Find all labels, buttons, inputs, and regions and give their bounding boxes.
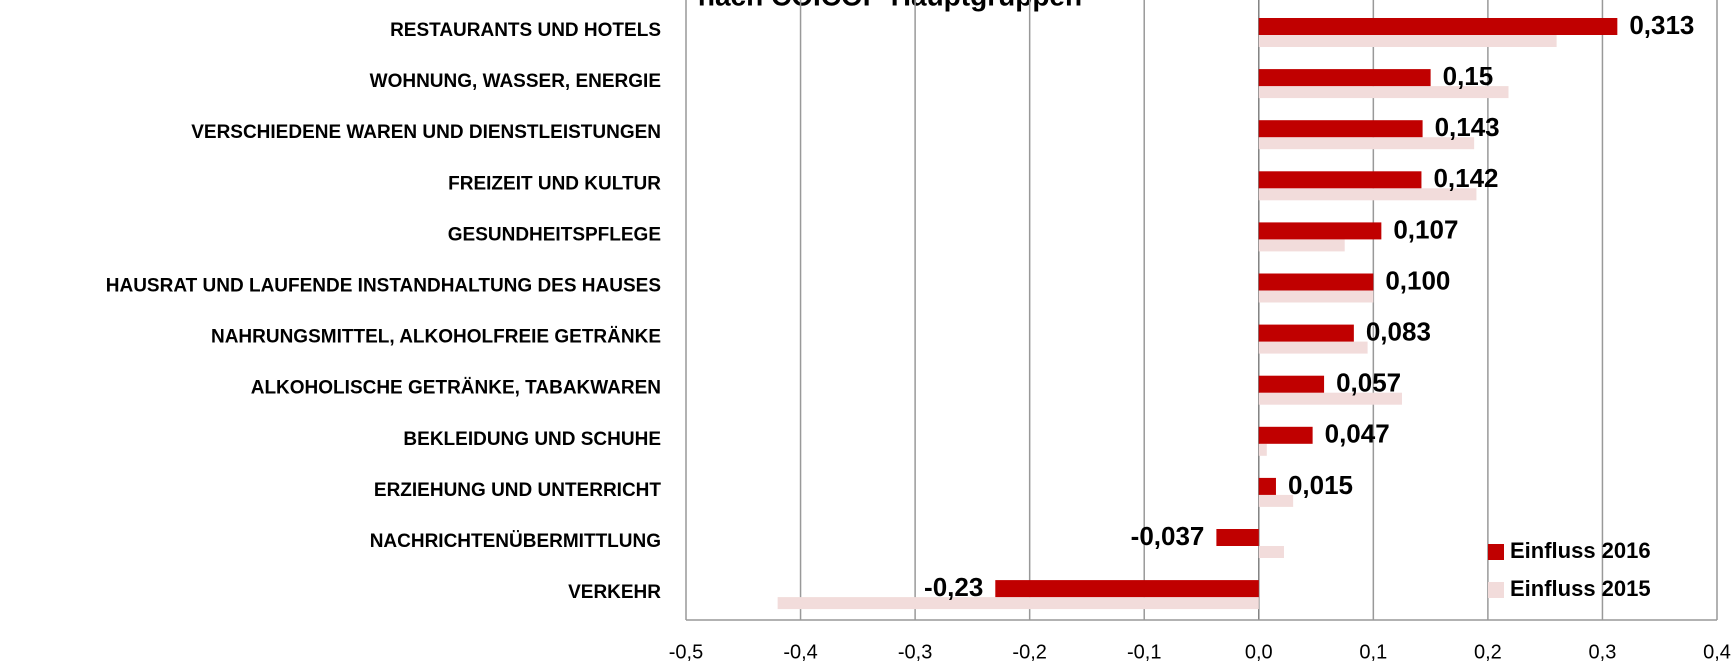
bar-2015 [1258, 188, 1477, 201]
category-label: WOHNUNG, WASSER, ENERGIE [370, 71, 661, 92]
x-tick-label: -0,4 [783, 641, 817, 663]
value-label: 0,107 [1393, 214, 1458, 244]
bar-2015 [1258, 392, 1402, 405]
x-tick-label: 0,4 [1703, 641, 1731, 663]
bar-2015 [1258, 137, 1475, 150]
value-label: 0,100 [1385, 265, 1450, 295]
bar-2016 [1258, 477, 1276, 495]
bar-2016 [1258, 273, 1374, 291]
bar-2015 [777, 597, 1259, 610]
value-label: 0,015 [1288, 470, 1353, 500]
x-tick-label: 0,1 [1359, 641, 1387, 663]
x-tick-label: -0,3 [898, 641, 932, 663]
bar-2016 [1258, 426, 1313, 444]
value-label: 0,142 [1433, 163, 1498, 193]
value-label: 0,047 [1325, 419, 1390, 449]
value-label: 0,313 [1629, 10, 1694, 40]
category-label: ERZIEHUNG UND UNTERRICHT [374, 480, 662, 501]
category-label: FREIZEIT UND KULTUR [448, 173, 661, 194]
bar-2015 [1258, 290, 1374, 303]
bar-2015 [1258, 443, 1267, 456]
category-label: GESUNDHEITSPFLEGE [448, 224, 661, 245]
bar-2016 [1258, 171, 1422, 189]
x-tick-label: 0,0 [1245, 641, 1273, 663]
bar-2015 [1258, 35, 1557, 47]
bar-2016 [1258, 375, 1325, 393]
category-label: NAHRUNGSMITTEL, ALKOHOLFREIE GETRÄNKE [211, 327, 661, 348]
bar-2015 [1258, 239, 1345, 252]
bar-2015 [1258, 86, 1509, 99]
x-tick-label: -0,1 [1127, 641, 1161, 663]
bar-2016 [1258, 69, 1431, 87]
x-tick-label: -0,2 [1012, 641, 1046, 663]
bar-2016 [1258, 18, 1618, 35]
value-label: 0,143 [1435, 112, 1500, 142]
category-label: NACHRICHTENÜBERMITTLUNG [370, 531, 661, 552]
bar-2016 [1258, 222, 1382, 240]
legend-label: Einfluss 2016 [1510, 538, 1651, 563]
category-label: ALKOHOLISCHE GETRÄNKE, TABAKWAREN [251, 378, 661, 399]
category-label: RESTAURANTS UND HOTELS [390, 20, 661, 41]
legend-label: Einfluss 2015 [1510, 576, 1651, 601]
bar-2016 [1258, 120, 1423, 138]
legend-swatch [1488, 582, 1504, 598]
bar-2016 [1258, 324, 1354, 342]
legend-swatch [1488, 544, 1504, 560]
bar-2015 [1258, 494, 1294, 507]
value-label: 0,057 [1336, 368, 1401, 398]
bar-2016 [1216, 529, 1259, 546]
bar-2015 [1258, 546, 1284, 558]
x-tick-label: 0,2 [1474, 641, 1502, 663]
category-label: VERSCHIEDENE WAREN UND DIENSTLEISTUNGEN [191, 122, 661, 143]
chart-title: nach COICOP-Hauptgruppen [698, 0, 1082, 11]
category-label: BEKLEIDUNG UND SCHUHE [403, 429, 661, 450]
category-label: VERKEHR [568, 582, 661, 603]
bar-2015 [1258, 341, 1368, 354]
x-tick-label: -0,5 [669, 641, 703, 663]
x-tick-label: 0,3 [1589, 641, 1617, 663]
value-label: -0,23 [924, 572, 983, 602]
value-label: 0,15 [1443, 61, 1494, 91]
category-label: HAUSRAT UND LAUFENDE INSTANDHALTUNG DES … [106, 276, 661, 297]
value-label: 0,083 [1366, 316, 1431, 346]
bar-2016 [995, 580, 1259, 598]
value-label: -0,037 [1131, 521, 1205, 551]
